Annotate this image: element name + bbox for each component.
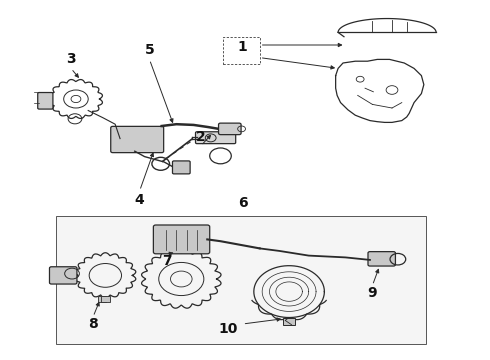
FancyBboxPatch shape xyxy=(98,296,106,302)
FancyBboxPatch shape xyxy=(172,161,190,174)
FancyBboxPatch shape xyxy=(219,123,241,135)
FancyBboxPatch shape xyxy=(49,267,77,284)
FancyBboxPatch shape xyxy=(196,132,236,144)
FancyBboxPatch shape xyxy=(101,296,110,302)
FancyBboxPatch shape xyxy=(111,126,164,153)
Text: 6: 6 xyxy=(238,197,247,210)
Text: 9: 9 xyxy=(368,287,377,300)
Text: 8: 8 xyxy=(88,317,98,331)
FancyBboxPatch shape xyxy=(283,318,295,325)
Text: 1: 1 xyxy=(238,40,247,54)
Text: 2: 2 xyxy=(196,130,206,144)
FancyBboxPatch shape xyxy=(153,225,210,254)
Text: 4: 4 xyxy=(135,193,145,207)
Text: 7: 7 xyxy=(162,254,172,268)
FancyBboxPatch shape xyxy=(368,252,395,266)
Text: 5: 5 xyxy=(145,44,154,57)
FancyBboxPatch shape xyxy=(38,93,53,109)
FancyBboxPatch shape xyxy=(56,216,426,344)
Text: 10: 10 xyxy=(218,323,238,336)
Text: 3: 3 xyxy=(66,53,76,66)
